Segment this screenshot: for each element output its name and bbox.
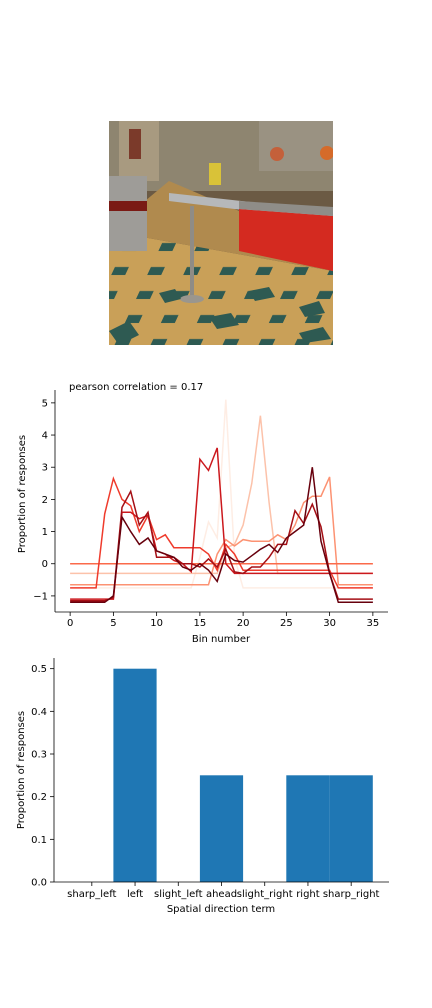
bar-chart-y-tick-label: 0.3: [31, 750, 47, 761]
bar-ahead: [199, 775, 244, 882]
line-chart-series-7: [70, 489, 373, 602]
line-chart-xlabel: Bin number: [192, 634, 251, 645]
line-chart-title: pearson correlation = 0.17: [69, 382, 203, 393]
bar-chart-axes: sharp_left left slight_left ahead slight_rig…: [31, 658, 389, 900]
bar-chart-y-tick-label: 0.5: [31, 664, 47, 675]
bar-chart-x-tick-label: right: [296, 889, 320, 900]
line-chart-ylabel: Proportion of responses: [17, 435, 28, 553]
bar-chart-x-tick-label: slight_left: [154, 889, 203, 900]
line-chart-series-1: [70, 399, 373, 589]
line-chart-x-tick-label: 35: [366, 618, 379, 629]
bar-chart-xlabel: Spatial direction term: [167, 904, 275, 915]
line-chart-x-tick-label: 5: [110, 618, 116, 629]
line-chart-axes: 0 5 10 15 20 25 30 35 −1 0 1 2 3 4 5: [33, 390, 388, 629]
bar-chart-ylabel: Proportion of responses: [16, 711, 27, 829]
line-chart-x-tick-label: 30: [323, 618, 336, 629]
line-chart-y-tick-label: 1: [42, 527, 48, 538]
line-chart: pearson correlation = 0.17 0 5 10 15 20 25 30 3…: [17, 382, 388, 645]
line-chart-series-3: [70, 476, 373, 586]
bar-chart-y-tick-label: 0.4: [31, 707, 47, 718]
line-chart-x-tick-label: 25: [280, 618, 293, 629]
line-chart-y-tick-label: 2: [42, 495, 48, 506]
line-chart-series-8: [70, 467, 373, 604]
line-chart-x-tick-label: 15: [194, 618, 207, 629]
bar-chart-bars: [113, 668, 373, 882]
bar-chart-y-tick-label: 0.2: [31, 792, 47, 803]
bar-chart-x-tick-label: left: [127, 889, 143, 900]
line-chart-x-tick-label: 10: [150, 618, 163, 629]
cafeteria-photo: [109, 121, 333, 345]
bar-chart-x-tick-label: ahead: [206, 889, 237, 900]
bar-sharp_right: [329, 775, 373, 882]
line-chart-series-group: [70, 399, 373, 604]
line-chart-x-tick-label: 0: [67, 618, 73, 629]
bar-chart: sharp_left left slight_left ahead slight_rig…: [16, 658, 389, 915]
line-chart-series-2: [70, 415, 373, 575]
line-chart-y-tick-label: 5: [42, 398, 48, 409]
line-chart-y-tick-label: 0: [42, 559, 48, 570]
bar-chart-x-tick-label: sharp_right: [323, 889, 380, 900]
bar-chart-y-tick-label: 0.0: [31, 878, 47, 889]
line-chart-y-tick-label: 4: [42, 431, 48, 442]
line-chart-x-tick-label: 20: [237, 618, 250, 629]
bar-right: [286, 775, 330, 882]
line-chart-y-tick-label: 3: [42, 463, 48, 474]
bar-chart-x-tick-label: sharp_left: [67, 889, 116, 900]
bar-left: [113, 668, 157, 882]
bar-chart-y-tick-label: 0.1: [31, 835, 47, 846]
line-chart-y-tick-label: −1: [33, 591, 48, 602]
bar-chart-x-tick-label: slight_right: [237, 889, 293, 900]
